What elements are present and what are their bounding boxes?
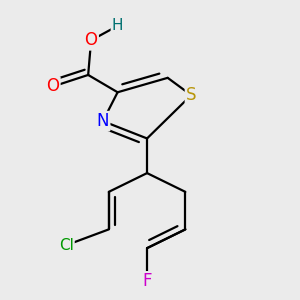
- Text: Cl: Cl: [58, 238, 74, 253]
- Text: O: O: [85, 31, 98, 49]
- Text: H: H: [112, 18, 123, 33]
- Text: N: N: [97, 112, 109, 130]
- Text: S: S: [186, 86, 196, 104]
- Text: F: F: [142, 272, 152, 290]
- Text: O: O: [46, 77, 59, 95]
